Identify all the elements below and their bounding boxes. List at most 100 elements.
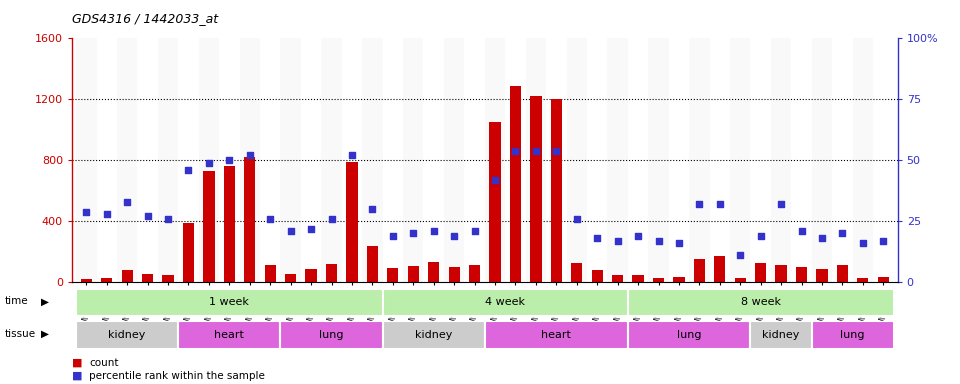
Text: lung: lung bbox=[840, 330, 865, 340]
Bar bbox=[469, 265, 480, 282]
Text: lung: lung bbox=[677, 330, 702, 340]
Bar bbox=[408, 266, 419, 282]
Bar bbox=[857, 278, 869, 282]
Bar bbox=[448, 267, 460, 282]
Point bbox=[426, 228, 442, 234]
Point bbox=[160, 216, 176, 222]
Point bbox=[508, 147, 523, 154]
Bar bbox=[199, 38, 219, 282]
Bar bbox=[852, 38, 873, 282]
Text: time: time bbox=[5, 296, 29, 306]
Bar bbox=[300, 38, 322, 282]
Bar bbox=[465, 38, 485, 282]
Point bbox=[242, 152, 257, 159]
Bar bbox=[322, 38, 342, 282]
Bar bbox=[510, 86, 521, 282]
Bar bbox=[260, 38, 280, 282]
Text: 1 week: 1 week bbox=[209, 297, 250, 308]
Text: ▶: ▶ bbox=[41, 296, 49, 306]
Bar bbox=[224, 166, 235, 282]
Point bbox=[814, 235, 829, 242]
Bar bbox=[182, 223, 194, 282]
Point bbox=[345, 152, 360, 159]
Point bbox=[222, 157, 237, 164]
Point bbox=[405, 230, 420, 237]
Bar bbox=[76, 38, 97, 282]
Bar bbox=[633, 275, 644, 282]
Point bbox=[732, 252, 748, 258]
Point bbox=[712, 201, 728, 207]
Bar bbox=[305, 269, 317, 282]
Point bbox=[446, 233, 462, 239]
Bar bbox=[97, 38, 117, 282]
Bar bbox=[628, 38, 648, 282]
Bar bbox=[285, 274, 297, 282]
Text: kidney: kidney bbox=[108, 330, 146, 340]
Bar bbox=[490, 122, 500, 282]
Text: GDS4316 / 1442033_at: GDS4316 / 1442033_at bbox=[72, 12, 218, 25]
Bar bbox=[546, 38, 566, 282]
Bar bbox=[137, 38, 157, 282]
Text: count: count bbox=[89, 358, 119, 368]
Bar bbox=[403, 38, 423, 282]
Point bbox=[467, 228, 482, 234]
Point bbox=[610, 238, 625, 244]
Bar bbox=[776, 265, 787, 282]
Bar bbox=[101, 278, 112, 282]
Bar bbox=[362, 38, 383, 282]
Point bbox=[855, 240, 871, 246]
Bar bbox=[244, 157, 255, 282]
Text: lung: lung bbox=[320, 330, 344, 340]
Bar bbox=[714, 257, 726, 282]
Point bbox=[262, 216, 277, 222]
Point bbox=[876, 238, 891, 244]
Text: 8 week: 8 week bbox=[741, 297, 780, 308]
Bar bbox=[791, 38, 812, 282]
Point bbox=[365, 206, 380, 212]
Bar bbox=[591, 270, 603, 282]
Point bbox=[692, 201, 708, 207]
Bar bbox=[485, 321, 628, 349]
Bar bbox=[587, 38, 608, 282]
Bar bbox=[812, 321, 894, 349]
Point bbox=[385, 233, 400, 239]
Bar bbox=[280, 321, 383, 349]
Bar bbox=[669, 38, 689, 282]
Bar bbox=[204, 171, 214, 282]
Point bbox=[753, 233, 768, 239]
Point bbox=[140, 214, 156, 220]
Bar bbox=[367, 246, 378, 282]
Bar bbox=[325, 264, 337, 282]
Bar bbox=[387, 268, 398, 282]
Bar bbox=[832, 38, 852, 282]
Point bbox=[549, 147, 564, 154]
Bar bbox=[730, 38, 751, 282]
Text: tissue: tissue bbox=[5, 329, 36, 339]
Bar bbox=[157, 38, 179, 282]
Bar bbox=[771, 38, 791, 282]
Bar bbox=[812, 38, 832, 282]
Point bbox=[79, 209, 94, 215]
Bar bbox=[673, 277, 684, 282]
Bar bbox=[383, 38, 403, 282]
Bar bbox=[428, 262, 440, 282]
Bar bbox=[179, 321, 280, 349]
Bar bbox=[240, 38, 260, 282]
Point bbox=[303, 225, 319, 232]
Point bbox=[202, 160, 217, 166]
Bar bbox=[648, 38, 669, 282]
Bar bbox=[423, 38, 444, 282]
Bar bbox=[265, 265, 276, 282]
Point bbox=[835, 230, 851, 237]
Point bbox=[99, 211, 114, 217]
Point bbox=[324, 216, 339, 222]
Point bbox=[631, 233, 646, 239]
Text: ■: ■ bbox=[72, 358, 83, 368]
Bar bbox=[571, 263, 583, 282]
Bar bbox=[530, 96, 541, 282]
Bar bbox=[756, 263, 766, 282]
Bar bbox=[485, 38, 505, 282]
Bar bbox=[122, 270, 132, 282]
Bar bbox=[734, 278, 746, 282]
Bar bbox=[342, 38, 362, 282]
